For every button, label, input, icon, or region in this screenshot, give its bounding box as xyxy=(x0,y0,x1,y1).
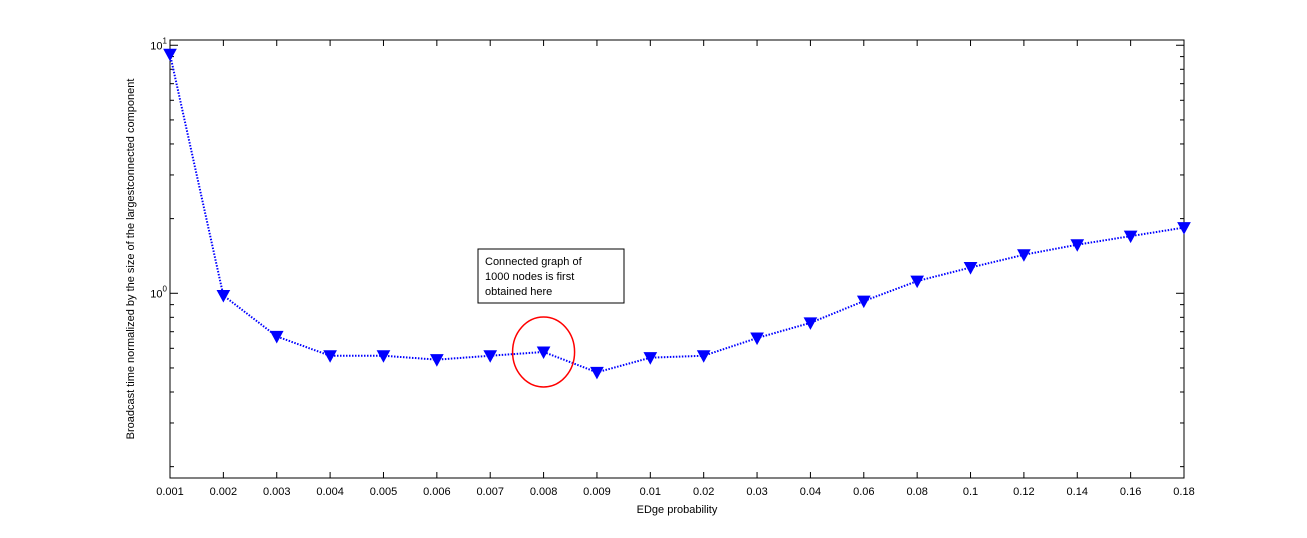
data-point-marker xyxy=(750,332,764,346)
data-point-marker xyxy=(269,330,284,344)
x-tick-label: 0.01 xyxy=(640,486,661,498)
data-point-marker xyxy=(910,275,925,289)
annotation-line-2: 1000 nodes is first xyxy=(485,271,574,283)
x-tick-label: 0.02 xyxy=(693,486,714,498)
data-point-marker xyxy=(803,317,818,330)
data-point-marker xyxy=(1070,239,1085,252)
y-tick-label: 100 xyxy=(150,284,167,300)
data-point-marker xyxy=(1123,230,1138,244)
x-tick-label: 0.16 xyxy=(1120,486,1141,498)
y-major-ticks: 100 101 xyxy=(150,36,1184,300)
data-point-marker xyxy=(963,262,978,275)
annotation-layer: Connected graph of 1000 nodes is first o… xyxy=(477,248,625,388)
series-line xyxy=(169,54,1185,374)
data-point-marker xyxy=(1177,222,1191,235)
x-tick-label: 0.03 xyxy=(746,486,767,498)
x-tick-label: 0.002 xyxy=(210,486,238,498)
data-point-marker xyxy=(590,366,604,380)
data-point-marker xyxy=(323,350,337,363)
data-point-marker xyxy=(1017,249,1031,262)
annotation-line-1: Connected graph of xyxy=(485,256,583,268)
x-tick-label: 0.005 xyxy=(370,486,398,498)
x-tick-label: 0.14 xyxy=(1067,486,1088,498)
x-tick-label: 0.006 xyxy=(423,486,451,498)
plot-area xyxy=(169,39,1185,479)
x-tick-label: 0.003 xyxy=(263,486,291,498)
x-tick-label: 0.007 xyxy=(476,486,504,498)
highlight-circle xyxy=(511,316,576,388)
x-tick-label: 0.18 xyxy=(1173,486,1194,498)
data-point-marker xyxy=(216,289,231,303)
data-point-marker xyxy=(536,346,551,360)
data-point-marker xyxy=(696,350,711,363)
y-tick-label: 101 xyxy=(150,36,167,52)
y-axis-label: Broadcast time normalized by the size of… xyxy=(125,79,137,440)
data-point-marker xyxy=(643,352,658,365)
x-tick-label: 0.06 xyxy=(853,486,874,498)
annotation-line-3: obtained here xyxy=(485,286,552,298)
x-tick-label: 0.004 xyxy=(316,486,344,498)
data-point-marker xyxy=(483,350,498,363)
annotation-box xyxy=(477,248,625,304)
x-tick-label: 0.04 xyxy=(800,486,821,498)
x-axis-label: EDge probability xyxy=(637,504,718,516)
x-tick-label: 0.009 xyxy=(583,486,611,498)
data-point-marker xyxy=(163,48,177,62)
x-tick-label: 0.001 xyxy=(156,486,184,498)
x-tick-label: 0.008 xyxy=(530,486,558,498)
x-tick-label: 0.12 xyxy=(1013,486,1034,498)
data-point-marker xyxy=(376,350,391,363)
x-ticks: 0.001 0.002 0.003 0.004 0.005 0.006 0.007 0.008… xyxy=(156,40,1195,498)
data-point-marker xyxy=(856,295,871,309)
series-layer xyxy=(163,48,1191,380)
data-point-marker xyxy=(429,354,444,367)
x-tick-label: 0.1 xyxy=(963,486,978,498)
x-tick-label: 0.08 xyxy=(906,486,927,498)
